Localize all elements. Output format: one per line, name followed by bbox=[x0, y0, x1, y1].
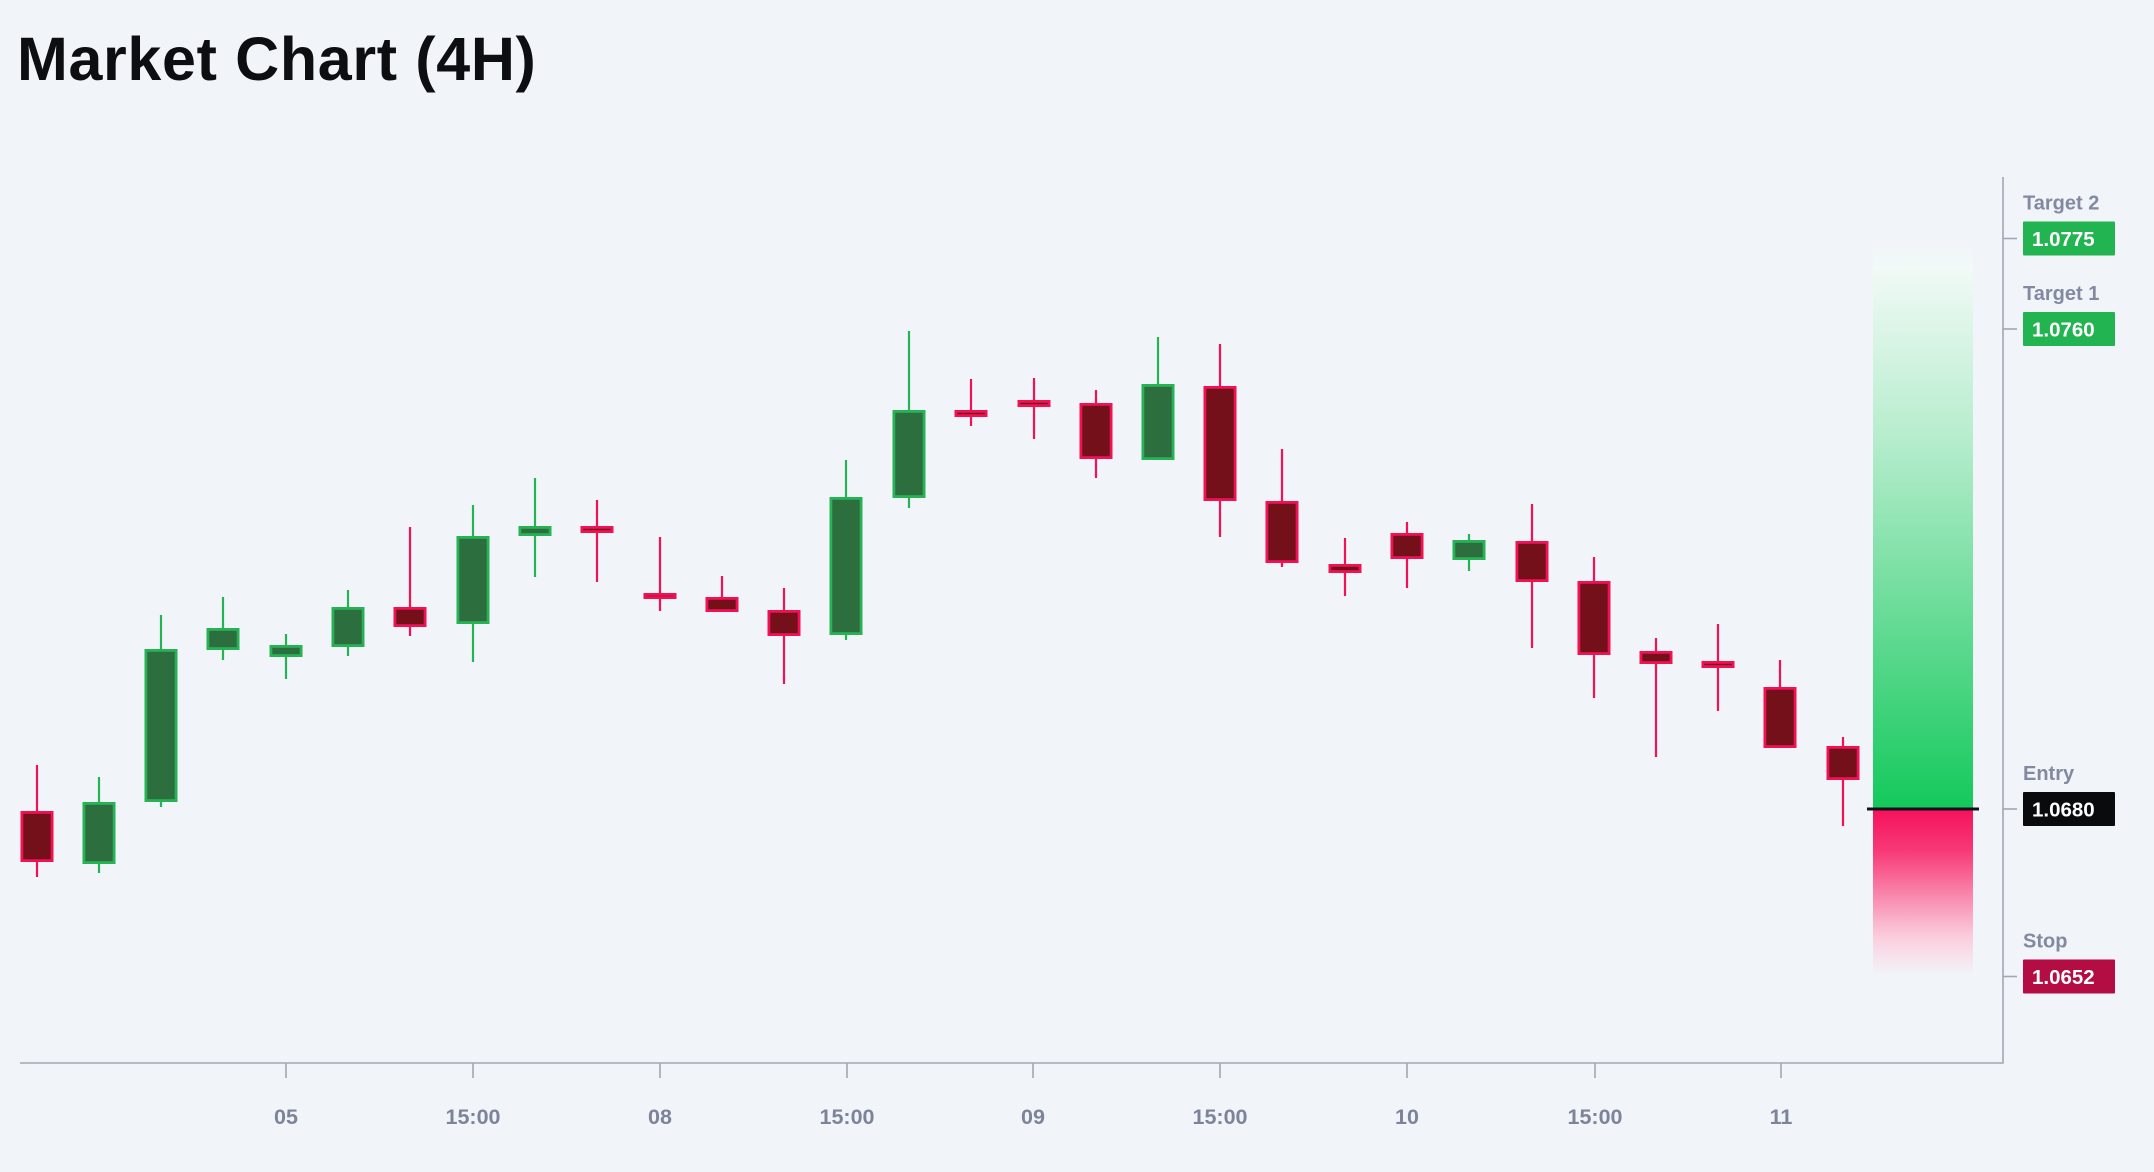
svg-text:09: 09 bbox=[1021, 1105, 1045, 1129]
svg-text:Stop: Stop bbox=[2023, 931, 2067, 953]
svg-text:Target 1: Target 1 bbox=[2023, 283, 2099, 305]
svg-text:08: 08 bbox=[648, 1105, 672, 1129]
svg-text:15:00: 15:00 bbox=[820, 1105, 875, 1129]
svg-text:15:00: 15:00 bbox=[1193, 1105, 1248, 1129]
svg-text:11: 11 bbox=[1770, 1105, 1793, 1129]
svg-text:Entry: Entry bbox=[2023, 763, 2075, 785]
svg-text:Target 2: Target 2 bbox=[2023, 193, 2099, 215]
svg-text:05: 05 bbox=[274, 1105, 298, 1129]
svg-text:1.0680: 1.0680 bbox=[2032, 799, 2095, 822]
svg-text:15:00: 15:00 bbox=[446, 1105, 501, 1129]
svg-text:10: 10 bbox=[1395, 1105, 1419, 1129]
svg-text:15:00: 15:00 bbox=[1568, 1105, 1623, 1129]
svg-text:1.0760: 1.0760 bbox=[2032, 319, 2095, 342]
svg-text:1.0652: 1.0652 bbox=[2032, 966, 2095, 989]
svg-text:1.0775: 1.0775 bbox=[2032, 228, 2095, 251]
